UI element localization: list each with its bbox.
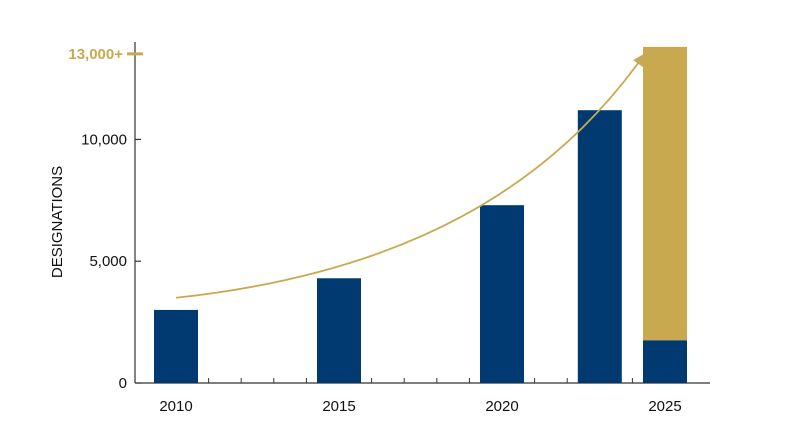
bar-2015 [317,278,361,383]
x-tick-label: 2020 [485,398,518,415]
y-axis-label: DESIGNATIONS [49,166,66,278]
x-tick-label: 2010 [159,398,192,415]
bar-2025-projected [643,46,687,341]
bar-2023 [577,110,622,383]
growth-arrowhead [633,52,646,68]
y-tick-label: 0 [119,375,127,392]
growth-arrow [175,52,647,299]
y-axis-ticks: 0 5,000 10,000 [81,131,141,392]
bar-2020 [480,205,524,383]
target-label: 13,000+ [68,46,123,63]
x-axis-ticks: 2010 2015 2020 2025 [159,378,682,415]
bars [154,46,687,383]
x-tick-label: 2025 [648,398,681,415]
bar-2025 [643,340,687,383]
y-tick-label: 5,000 [89,253,127,270]
y-tick-label: 10,000 [81,131,127,148]
bar-2010 [154,309,198,383]
x-tick-label: 2015 [322,398,355,415]
